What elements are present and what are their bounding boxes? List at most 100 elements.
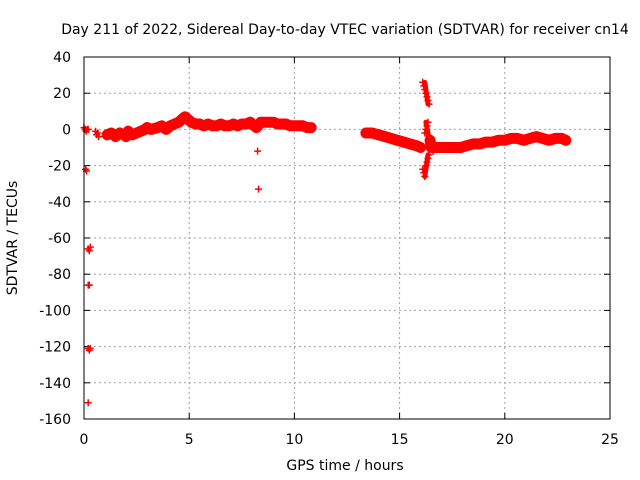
data-point — [137, 127, 145, 135]
data-point — [476, 140, 484, 148]
data-point — [116, 129, 124, 137]
data-point — [225, 122, 233, 130]
data-point — [558, 134, 566, 142]
data-point — [85, 281, 93, 289]
chart-title: Day 211 of 2022, Sidereal Day-to-day VTE… — [61, 22, 629, 38]
data-point — [419, 165, 427, 173]
data-point — [419, 78, 427, 86]
data-point — [242, 120, 250, 128]
data-point — [532, 133, 540, 141]
data-point — [424, 96, 432, 104]
data-point — [254, 147, 262, 155]
data-point — [381, 133, 389, 141]
data-point — [86, 243, 94, 251]
data-point — [154, 124, 162, 132]
x-tick-label: 20 — [496, 432, 514, 448]
data-point — [520, 136, 528, 144]
data-point — [422, 162, 430, 170]
y-axis-label: SDTVAR / TECUs — [5, 181, 21, 296]
data-point — [387, 134, 395, 142]
data-point — [420, 82, 428, 90]
data-point — [107, 129, 115, 137]
data-point — [213, 122, 221, 130]
data-point — [217, 120, 225, 128]
data-point — [423, 122, 431, 130]
x-tick-label: 25 — [601, 432, 619, 448]
data-point — [362, 129, 370, 137]
data-point — [425, 133, 433, 141]
y-tick-label: -120 — [39, 340, 71, 356]
data-point — [412, 142, 420, 150]
y-tick-label: -160 — [39, 412, 71, 428]
data-point — [255, 185, 263, 193]
data-point — [438, 144, 446, 151]
data-point — [463, 142, 471, 150]
data-point — [507, 134, 515, 142]
data-point — [501, 136, 509, 144]
data-point — [196, 120, 204, 128]
data-point — [425, 151, 433, 159]
plot-frame — [83, 56, 611, 420]
data-point — [526, 134, 534, 142]
data-point — [423, 158, 431, 166]
data-point — [562, 136, 570, 144]
data-point — [128, 131, 136, 139]
data-point — [429, 147, 437, 155]
data-point — [234, 122, 242, 130]
data-point — [421, 173, 429, 180]
y-tick-label: -40 — [48, 195, 71, 211]
data-point — [417, 144, 425, 151]
data-point — [444, 144, 452, 151]
data-point — [426, 136, 434, 144]
y-tick-label: -140 — [39, 376, 71, 392]
data-point — [269, 118, 277, 126]
data-point — [85, 247, 93, 255]
data-point — [253, 124, 260, 132]
data-point — [450, 145, 458, 153]
data-point — [495, 136, 502, 144]
data-point — [539, 134, 547, 142]
data-point — [424, 154, 432, 162]
data-point — [545, 136, 553, 144]
data-point — [422, 125, 430, 133]
data-point — [424, 118, 432, 126]
data-point — [513, 134, 521, 142]
data-point — [175, 118, 183, 126]
data-point — [158, 122, 166, 130]
data-point — [112, 133, 120, 141]
data-point — [469, 140, 477, 148]
grid-lines — [84, 57, 610, 419]
data-point — [422, 89, 430, 97]
data-point — [282, 120, 290, 128]
data-point — [200, 122, 208, 130]
data-point — [299, 122, 307, 130]
data-point — [457, 144, 465, 151]
y-tick-label: 0 — [62, 122, 71, 138]
data-point — [86, 344, 94, 352]
data-point — [162, 125, 170, 133]
y-tick-label: -20 — [48, 159, 71, 175]
data-point — [482, 138, 490, 146]
y-tick-label: 20 — [53, 86, 71, 102]
data-point — [423, 93, 431, 101]
data-point — [94, 129, 102, 137]
data-point — [229, 120, 237, 128]
data-point — [133, 129, 141, 137]
data-points — [80, 78, 570, 407]
data-point — [147, 125, 155, 133]
data-point — [122, 133, 130, 141]
x-axis-label: GPS time / hours — [286, 458, 403, 474]
data-point — [187, 118, 195, 126]
data-point — [406, 140, 414, 148]
data-point — [368, 129, 376, 137]
data-point — [421, 129, 429, 137]
data-band — [360, 127, 427, 153]
x-tick-label: 15 — [391, 432, 409, 448]
data-point — [488, 138, 496, 146]
data-point — [551, 134, 559, 142]
data-point — [171, 120, 178, 128]
y-tick-label: -60 — [48, 231, 71, 247]
data-point — [95, 133, 103, 141]
y-tick-label: -80 — [48, 267, 71, 283]
